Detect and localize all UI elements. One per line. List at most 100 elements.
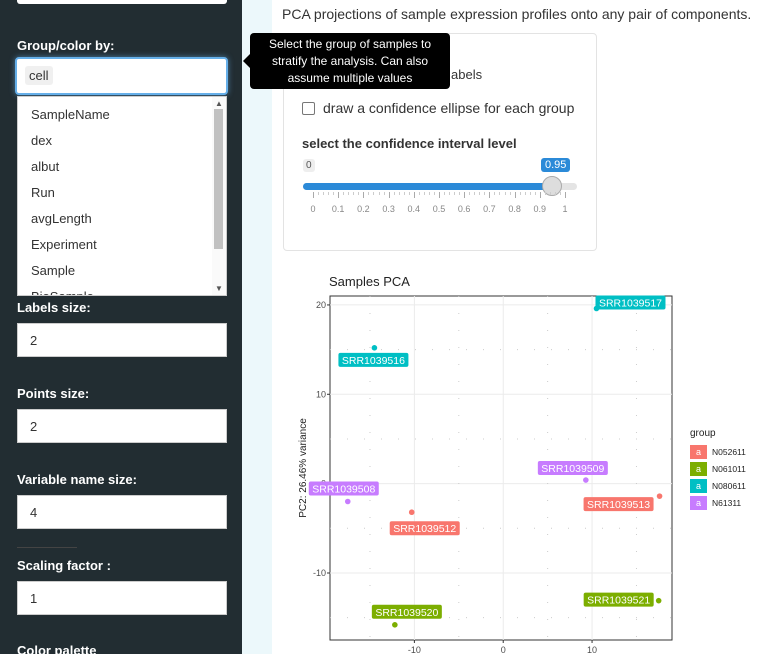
scrollbar-thumb[interactable] [214,109,223,249]
group-dropdown-menu[interactable]: SampleName dex albut Run avgLength Experiment… [17,96,227,296]
legend-key-letter: a [696,481,701,491]
labels-size-input[interactable]: 2 [17,323,227,357]
dropdown-option[interactable]: dex [31,133,52,148]
color-palette-label: Color palette [17,643,97,654]
point-label-box [537,461,608,476]
legend-label: N052611 [712,447,746,457]
scroll-down-icon[interactable]: ▼ [215,284,223,293]
slider-tick [378,192,380,195]
slider-tick [565,192,566,198]
slider-tick [444,192,446,195]
slider-tick [413,192,415,198]
slider-tick [464,192,466,198]
legend-label: N080611 [712,481,746,491]
dropdown-option[interactable]: Experiment [31,237,97,252]
slider-tick [554,192,556,195]
legend-key [690,445,707,459]
slider-tick [489,192,491,198]
slider-tick-label: 0.3 [382,204,395,214]
slider-tick [323,192,325,195]
slider-tick-label: 0.5 [432,204,446,214]
slider-tick [544,192,546,195]
data-point [344,498,351,505]
ellipse-option[interactable]: draw a confidence ellipse for each group [302,100,574,116]
separator [17,547,77,548]
slider-tick [368,192,370,195]
dropdown-scrollbar[interactable]: ▲ ▼ [212,97,226,295]
y-axis-label: PC2: 26.46% variance [298,418,309,518]
slider-tick [408,192,410,195]
slider-tick [333,192,335,195]
slider-tick [549,192,551,195]
data-point [656,493,663,499]
scaling-factor-input[interactable]: 1 [17,581,227,615]
confidence-slider[interactable]: 0 0.95 0 0.1 0.2 0.3 0.4 0.5 0.6 0.7 0.8 0.9 1 [302,158,580,240]
dropdown-option[interactable]: Sample [31,263,76,278]
data-point [408,509,415,516]
legend-key-letter: a [696,447,701,457]
group-selected-chip[interactable]: cell [25,66,53,85]
dropdown-option[interactable]: BioSample [18,284,226,295]
slider-tick [519,192,521,195]
data-point [583,477,589,483]
point-label: SRR1039517 [599,298,662,310]
slider-tick [328,192,330,195]
slider-tick [474,192,476,195]
ellipse-checkbox[interactable] [302,101,315,115]
y-tick-label: 10 [316,389,326,399]
x-tick-label: 10 [587,645,597,654]
slider-tick [439,192,440,198]
slider-tick [559,192,561,195]
x-tick-label: -10 [408,645,421,654]
slider-tick-label: 0.4 [407,204,421,214]
labels-size-label: Labels size: [17,300,91,315]
point-label-box [371,604,442,619]
legend-title: group [690,428,716,439]
main-edge [242,0,272,654]
page-description: PCA projections of sample expression pro… [282,6,752,22]
variable-name-size-input[interactable]: 4 [17,495,227,529]
dropdown-list: SampleName dex albut Run avgLength Experiment… [18,97,226,295]
ellipse-checkbox-label[interactable]: draw a confidence ellipse for each group [323,100,575,116]
point-label-box [583,592,654,607]
dropdown-option[interactable]: avgLength [31,211,92,226]
legend-label: N61311 [712,498,741,508]
slider-tick [418,192,420,195]
scroll-up-icon[interactable]: ▲ [215,99,223,108]
group-select-input[interactable]: cell [15,57,228,95]
y-tick-label: -10 [313,568,326,578]
slider-tick-label: 0.8 [508,204,521,214]
legend-key [690,496,707,510]
slider-tick [509,192,511,195]
variable-name-size-label: Variable name size: [17,472,137,487]
slider-tick [358,192,360,195]
point-label-box [338,352,409,367]
previous-input[interactable] [17,0,227,4]
slider-fill [303,183,553,190]
plot-panel [329,295,673,641]
slider-tick [499,192,501,195]
slider-handle[interactable] [542,176,563,196]
dropdown-option[interactable]: SampleName [31,107,110,122]
slider-tick [514,192,516,198]
scaling-factor-label: Scaling factor : [17,558,111,573]
group-tooltip: Select the group of samples to stratify … [250,33,450,89]
slider-tick-label: 1 [562,204,568,214]
slider-tick-label: 0.2 [357,204,370,214]
dropdown-option[interactable]: albut [31,159,60,174]
points-size-input[interactable]: 2 [17,409,227,443]
slider-tick-label: 0.9 [533,204,547,214]
data-point [392,622,398,628]
slider-tick [484,192,486,195]
slider-tick [529,192,531,195]
slider-tick [449,192,451,195]
slider-tick [348,192,350,195]
slider-tick [428,192,430,195]
slider-tick [343,192,345,195]
dropdown-option[interactable]: Run [31,185,55,200]
points-size-label: Points size: [17,386,90,401]
data-point [655,597,662,604]
point-label: SRR1039512 [393,523,456,535]
legend-key [690,462,707,476]
slider-tick [393,192,395,195]
